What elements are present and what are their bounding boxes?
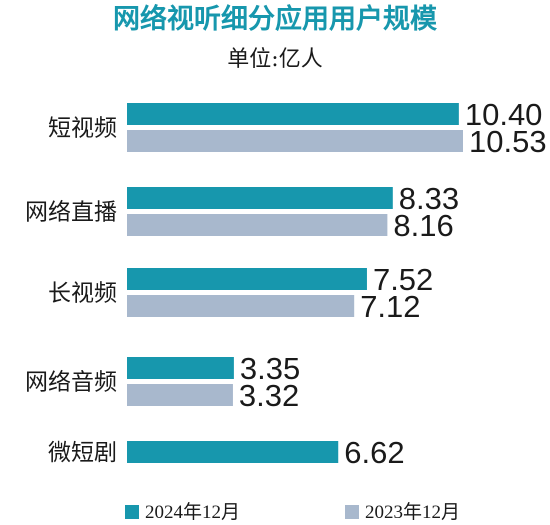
- legend-swatch: [345, 505, 359, 519]
- data-label: 7.12: [360, 289, 420, 324]
- legend-swatch: [125, 505, 139, 519]
- bar: [127, 214, 388, 236]
- category-label: 短视频: [48, 116, 117, 142]
- bar: [127, 187, 393, 209]
- category-label: 网络音频: [25, 370, 117, 396]
- category-label: 微短剧: [48, 440, 117, 466]
- data-label: 7.52: [373, 262, 433, 297]
- category-label: 网络直播: [25, 200, 117, 226]
- legend-label: 2023年12月: [365, 501, 460, 523]
- bar: [127, 384, 233, 406]
- data-label: 8.16: [393, 208, 453, 243]
- bar: [127, 295, 355, 317]
- category-label: 长视频: [48, 281, 117, 307]
- bar: [127, 268, 367, 290]
- data-label: 10.40: [465, 97, 543, 132]
- chart-title: 网络视听细分应用用户规模: [113, 3, 437, 35]
- data-label: 3.35: [240, 351, 300, 386]
- legend-label: 2024年12月: [145, 501, 240, 523]
- data-label: 3.32: [239, 378, 299, 413]
- legend: 2024年12月 2023年12月: [125, 501, 460, 523]
- data-label: 8.33: [399, 181, 459, 216]
- bar: [127, 357, 234, 379]
- bar: [127, 441, 339, 463]
- bar: [127, 103, 459, 125]
- data-label: 6.62: [344, 435, 404, 470]
- chart-subtitle: 单位:亿人: [227, 47, 322, 72]
- bar: [127, 130, 463, 152]
- data-label: 10.53: [469, 124, 547, 159]
